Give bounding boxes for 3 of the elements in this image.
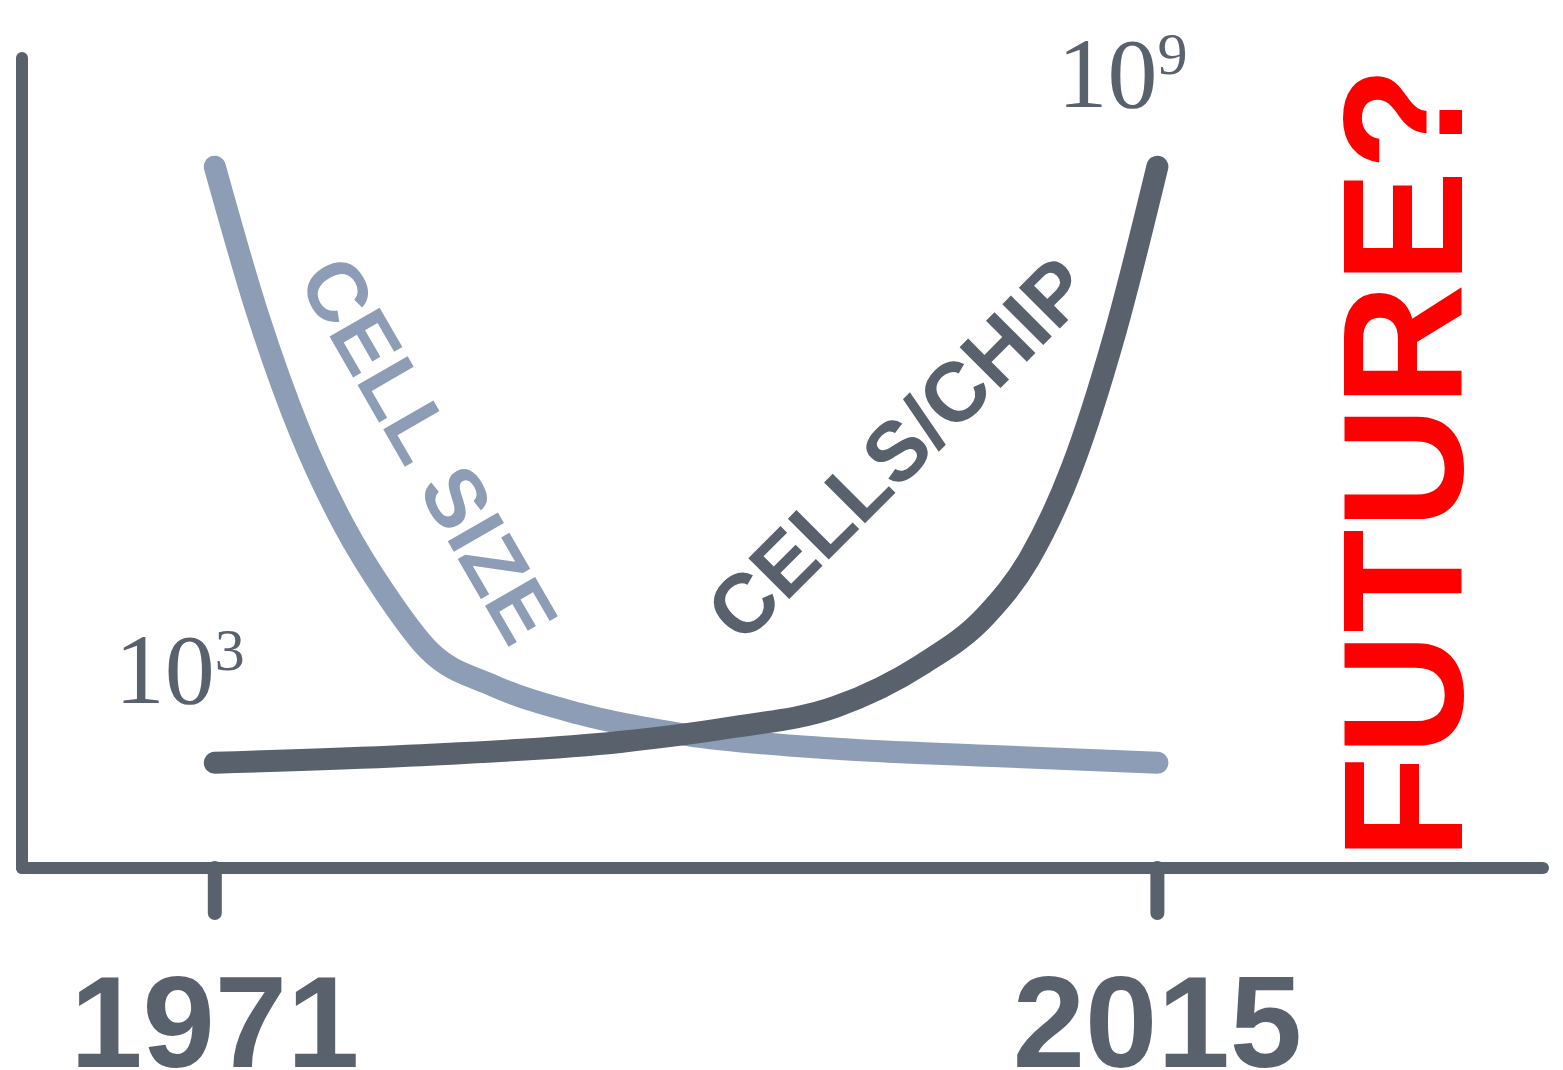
annotation: 10$^{9}$ [1057, 17, 1188, 129]
annotation: FUTURE? [1308, 66, 1498, 860]
annotation: 10$^{3}$ [114, 613, 245, 725]
